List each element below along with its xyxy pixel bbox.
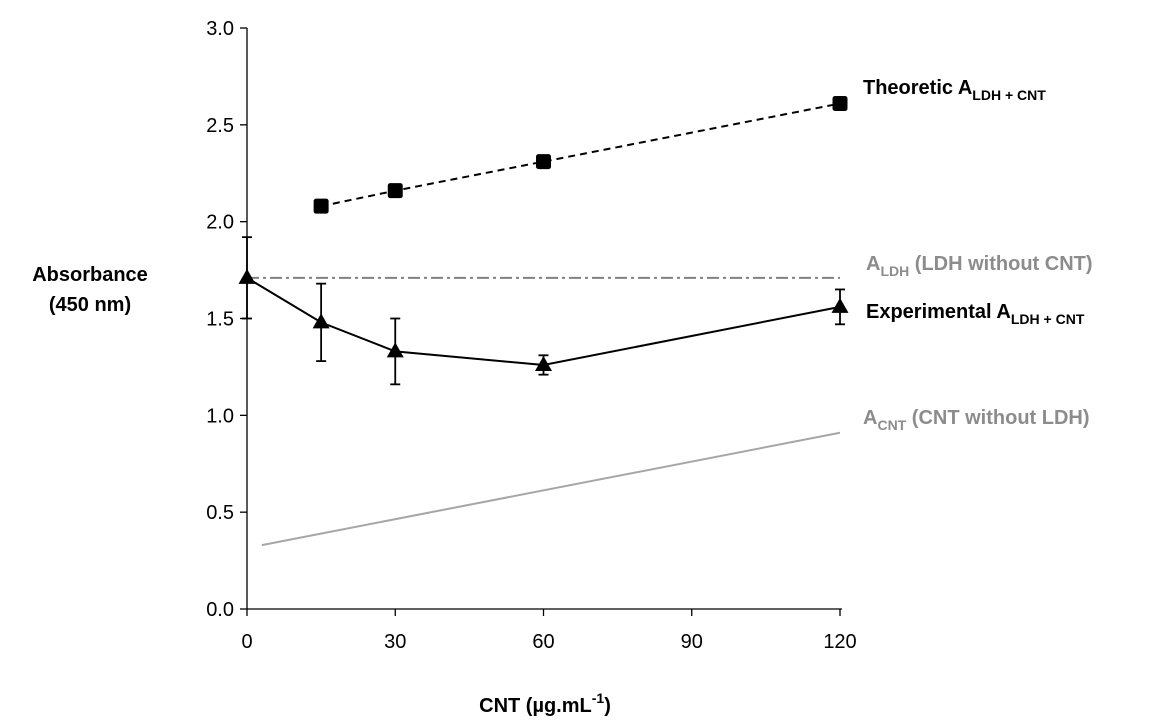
theoretic-label-main: Theoretic A	[863, 77, 972, 99]
experimental-point	[535, 355, 552, 371]
x-axis-title-main: CNT (µg.mL	[479, 695, 592, 717]
x-tick-label: 90	[681, 631, 703, 653]
ldh-reference-label-tail: (LDH without CNT)	[909, 253, 1092, 275]
cnt-reference-label-main: A	[863, 407, 877, 429]
y-tick-label: 3.0	[206, 18, 234, 40]
experimental-line	[246, 276, 841, 366]
theoretic-point	[313, 198, 329, 214]
cnt-reference-label-tail: (CNT without LDH)	[906, 407, 1089, 429]
experimental-point	[238, 268, 256, 284]
y-tick-label: 0.0	[206, 599, 234, 621]
x-tick-label: 60	[532, 631, 554, 653]
x-axis-title: CNT (µg.mL-1)	[479, 690, 611, 717]
theoretic-point	[832, 96, 848, 112]
theoretic-line	[320, 102, 841, 208]
series-layer	[238, 96, 849, 547]
cnt-reference-line	[261, 431, 841, 547]
cnt-reference-label: ACNT (CNT without LDH)	[863, 407, 1090, 433]
experimental-point	[312, 313, 330, 329]
y-tick-label: 0.5	[206, 502, 234, 524]
x-axis-title-sup: -1	[592, 690, 605, 706]
ldh-reference-label-subscript: LDH	[880, 263, 909, 279]
y-tick-label: 2.5	[206, 115, 234, 137]
x-tick-label: 0	[241, 631, 252, 653]
cnt-reference-label-subscript: CNT	[877, 417, 906, 433]
experimental-point	[386, 342, 404, 358]
experimental-label-main: Experimental A	[866, 301, 1011, 323]
experimental-label-subscript: LDH + CNT	[1011, 311, 1085, 327]
axes: 0.0 0.5 1.0 1.5 2.0 2.5 3.0 0 30 60 90 120	[206, 18, 857, 653]
theoretic-label-subscript: LDH + CNT	[972, 87, 1046, 103]
ldh-reference-label: ALDH (LDH without CNT)	[866, 253, 1093, 279]
theoretic-point	[387, 183, 403, 199]
y-tick-label: 1.0	[206, 405, 234, 427]
ldh-reference-label-main: A	[866, 253, 880, 275]
experimental-point	[831, 297, 849, 313]
y-tick-label: 1.5	[206, 309, 234, 331]
x-tick-label: 120	[823, 631, 856, 653]
theoretic-label: Theoretic ALDH + CNT	[863, 77, 1046, 103]
x-axis-title-close: )	[604, 695, 611, 717]
experimental-label: Experimental ALDH + CNT	[866, 301, 1085, 327]
y-axis-title-line2: (450 nm)	[49, 294, 131, 316]
y-axis-title-line1: Absorbance	[32, 264, 148, 286]
y-tick-label: 2.0	[206, 212, 234, 234]
theoretic-point	[536, 154, 551, 170]
x-tick-label: 30	[384, 631, 406, 653]
